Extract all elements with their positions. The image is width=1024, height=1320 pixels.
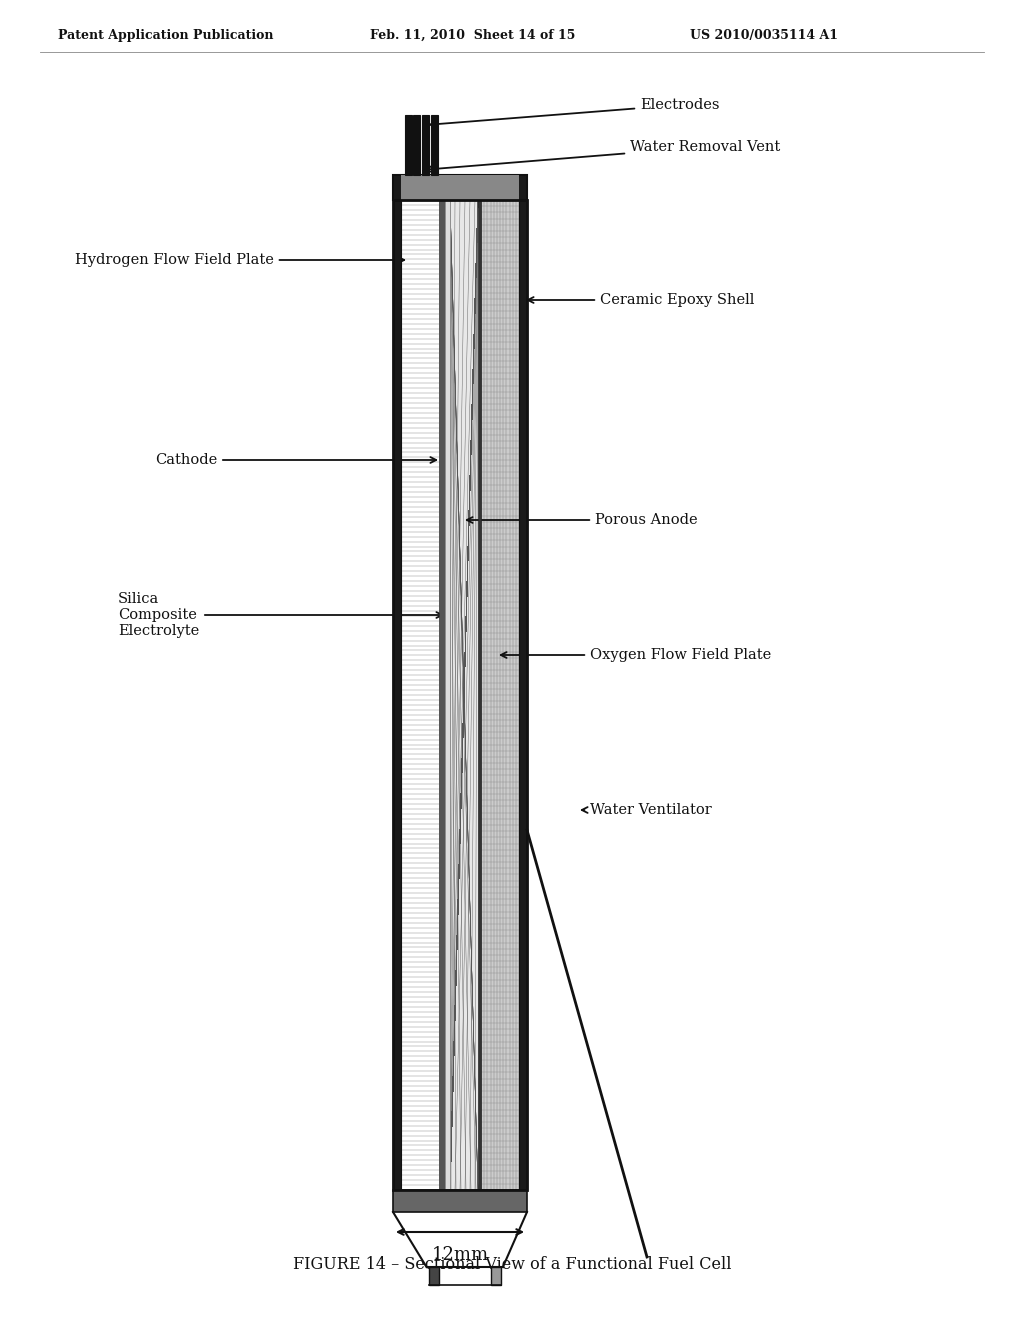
- Text: US 2010/0035114 A1: US 2010/0035114 A1: [690, 29, 838, 41]
- Bar: [431, 115, 438, 176]
- Bar: [519, 201, 527, 1191]
- Bar: [450, 201, 478, 1191]
- Text: Electrodes: Electrodes: [430, 98, 720, 127]
- Bar: [439, 201, 445, 1191]
- Bar: [401, 201, 439, 1191]
- Text: 12mm: 12mm: [431, 1246, 488, 1265]
- Text: Water Ventilator: Water Ventilator: [582, 803, 712, 817]
- Text: Water Removal Vent: Water Removal Vent: [426, 140, 780, 172]
- Text: Feb. 11, 2010  Sheet 14 of 15: Feb. 11, 2010 Sheet 14 of 15: [370, 29, 575, 41]
- Bar: [481, 201, 519, 1191]
- Bar: [393, 201, 527, 1191]
- Bar: [393, 201, 401, 1191]
- Text: Hydrogen Flow Field Plate: Hydrogen Flow Field Plate: [75, 253, 404, 267]
- Text: Ceramic Epoxy Shell: Ceramic Epoxy Shell: [527, 293, 755, 308]
- Text: FIGURE 14 – Sectional View of a Functional Fuel Cell: FIGURE 14 – Sectional View of a Function…: [293, 1257, 731, 1272]
- Bar: [428, 1267, 438, 1284]
- Bar: [413, 115, 420, 176]
- Text: Oxygen Flow Field Plate: Oxygen Flow Field Plate: [501, 648, 771, 663]
- Bar: [393, 1191, 527, 1212]
- Bar: [401, 176, 519, 201]
- Bar: [406, 115, 412, 176]
- Bar: [422, 115, 429, 176]
- Bar: [490, 1267, 501, 1284]
- Text: Patent Application Publication: Patent Application Publication: [58, 29, 273, 41]
- Text: Silica
Composite
Electrolyte: Silica Composite Electrolyte: [118, 591, 442, 638]
- Text: Porous Anode: Porous Anode: [467, 513, 697, 527]
- Bar: [478, 201, 481, 1191]
- Bar: [393, 176, 527, 201]
- Text: Cathode: Cathode: [155, 453, 436, 467]
- Bar: [445, 201, 450, 1191]
